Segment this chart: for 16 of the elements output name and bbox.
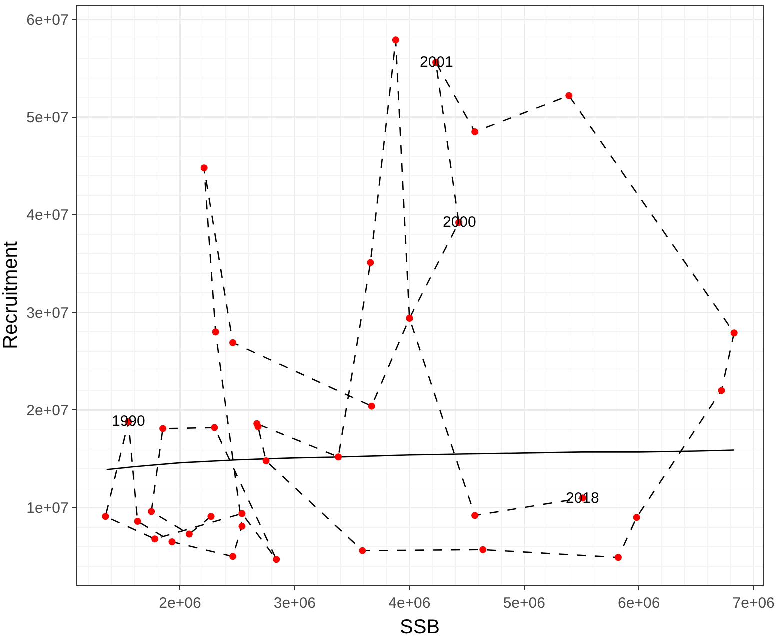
y-tick-label: 1e+07 (26, 500, 69, 518)
x-tick-label: 3e+06 (274, 595, 316, 612)
x-tick-label: 6e+06 (618, 595, 660, 612)
y-tick-label: 2e+07 (26, 402, 69, 420)
y-tick-label: 4e+07 (26, 207, 69, 224)
x-tick-label: 5e+06 (503, 595, 546, 612)
x-tick-label: 7e+06 (732, 595, 775, 612)
x-axis-title: SSB (400, 616, 440, 639)
y-axis-title: Recruitment (0, 241, 22, 350)
annotation: 2018 (566, 490, 600, 507)
x-tick-label: 4e+06 (388, 595, 431, 612)
annotation: 2000 (443, 214, 476, 231)
y-tick-label: 3e+07 (26, 304, 69, 322)
y-tick-label: 6e+07 (26, 12, 69, 29)
x-tick-label: 2e+06 (159, 595, 202, 612)
y-tick-label: 5e+07 (26, 110, 69, 127)
